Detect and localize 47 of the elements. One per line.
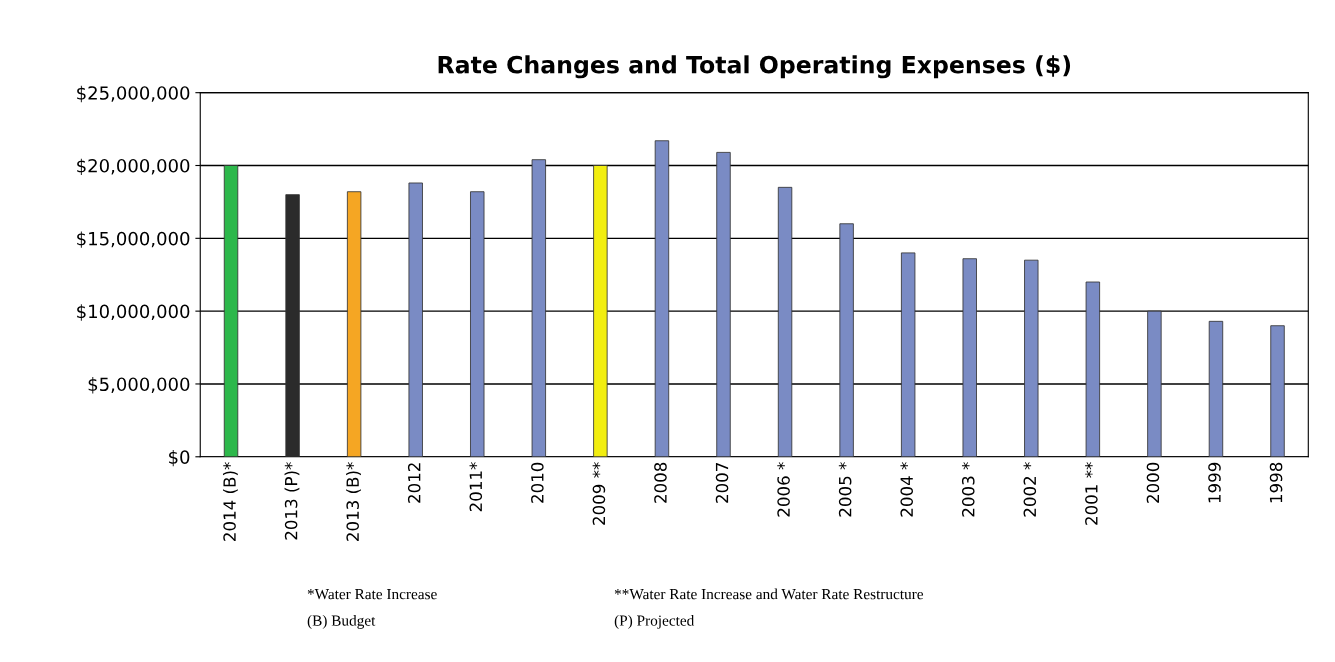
bar [716,151,731,457]
x-tick-label: 2002 * [1023,462,1037,517]
y-tick-label: $10,000,000 [77,304,190,321]
x-tick-label: 2013 (P)* [284,462,300,540]
chart-title: Rate Changes and Total Operating Expenses ($) [438,55,1071,79]
y-tick-label: $20,000,000 [77,158,190,176]
bar [531,159,547,457]
y-tick-label: $5,000,000 [88,377,190,394]
text: **Water Rate Increase and Water Rate Restructure [614,588,924,600]
bar [1085,281,1101,457]
bar [1147,310,1162,457]
bar [285,194,300,457]
x-tick-label: 2006 * [777,462,790,517]
x-tick-label: 2008 [654,462,667,503]
bar [962,258,977,457]
bar [900,252,916,457]
text: (P) Projected [614,614,695,629]
y-tick-label: $15,000,000 [77,231,190,248]
bar [346,191,362,457]
x-tick-label: 2010 [531,462,544,503]
x-tick-label: 2009 ** [592,462,606,525]
bar [777,186,793,457]
bar [1208,320,1224,457]
y-tick-label: $25,000,000 [77,85,190,103]
x-tick-label: 2005 * [838,462,852,517]
x-tick-label: 2014 (B)* [222,462,238,541]
x-tick-label: 1998 [1269,462,1283,503]
x-tick-label: 2000 [1146,462,1160,503]
x-tick-label: 2012 [407,463,421,503]
bar [408,182,423,457]
bar [470,191,485,457]
x-tick-label: 2001 ** [1085,462,1098,525]
y-tick-label: $0 [169,449,190,467]
x-tick-label: 2004 * [900,462,914,517]
x-tick-label: 1999 [1208,462,1221,503]
bar [593,165,608,457]
x-tick-label: 2003 * [961,462,975,517]
x-tick-label: 2013 (B)* [346,462,361,541]
bar [1024,259,1039,457]
text: (B) Budget [307,614,376,629]
bar [1270,325,1285,457]
x-tick-label: 2007 [715,463,729,503]
bar [839,223,854,457]
text: *Water Rate Increase [307,589,437,600]
x-tick-label: 2011* [469,462,483,512]
bar [654,140,670,457]
bar [223,165,239,457]
